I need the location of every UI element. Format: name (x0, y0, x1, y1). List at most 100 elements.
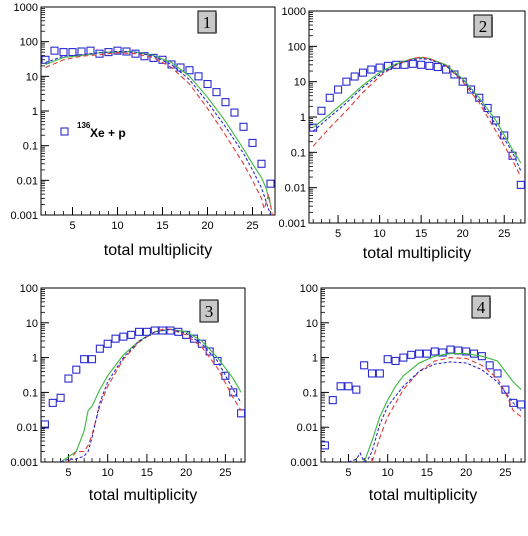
x-tick-label: 5 (335, 228, 341, 240)
model-curve-solid (312, 57, 522, 164)
data-point (415, 349, 424, 358)
model-curve-dashed (68, 328, 242, 462)
data-point (113, 46, 122, 55)
data-point (336, 382, 345, 391)
data-point (68, 48, 77, 57)
panel-number: 4 (477, 298, 486, 317)
data-layer (41, 46, 275, 215)
data-point (517, 400, 525, 409)
data-point (375, 63, 384, 72)
data-point (229, 388, 238, 397)
x-tick-label: 15 (421, 467, 433, 479)
y-tick-label: 0.01 (17, 175, 38, 187)
data-point (230, 108, 239, 117)
x-tick-label: 25 (498, 228, 510, 240)
chart-panel-4: 0.001 0.01 0.1 1 10 100 5 10 15 20 25 total multipl… (290, 283, 526, 504)
data-layer (41, 326, 245, 462)
plot-frame (320, 287, 526, 463)
x-tick-label: 20 (201, 220, 213, 232)
data-layer (321, 345, 525, 462)
y-tick-label: 100 (20, 283, 38, 295)
data-point (317, 106, 326, 115)
x-axis-title: total multiplicity (89, 487, 197, 504)
data-point (399, 353, 408, 362)
data-point (221, 98, 230, 107)
model-curve-dotted (45, 50, 272, 215)
data-point (205, 347, 214, 356)
data-point (56, 393, 65, 402)
data-point (221, 371, 230, 380)
y-tick-label: 0.001 (10, 457, 38, 469)
y-tick-label: 0.001 (290, 457, 318, 469)
y-tick-label: 1 (32, 106, 38, 118)
data-point (425, 61, 434, 70)
data-point (237, 409, 245, 418)
y-tick-label: 1 (300, 112, 306, 124)
y-tick-label: 0.1 (303, 387, 318, 399)
data-point (466, 85, 476, 94)
y-tick-label: 100 (20, 37, 38, 49)
data-point (358, 68, 368, 77)
data-point (350, 72, 359, 81)
data-point (309, 123, 318, 132)
data-point (383, 355, 392, 364)
data-point (454, 346, 463, 355)
data-point (458, 77, 467, 86)
data-point (438, 348, 447, 357)
data-layer (309, 56, 525, 189)
x-tick-label: 25 (219, 467, 231, 479)
data-point (493, 369, 502, 378)
data-point (485, 361, 494, 370)
x-axis-title: total multiplicity (369, 487, 477, 504)
model-curve-dotted (348, 361, 522, 462)
x-tick-label: 25 (246, 220, 258, 232)
model-curve-dashed (45, 52, 273, 215)
data-point (212, 88, 221, 97)
plot-frame (40, 287, 246, 463)
model-curve-solid (363, 353, 522, 462)
data-point (59, 48, 68, 57)
x-tick-label: 25 (499, 467, 511, 479)
data-point (41, 420, 49, 429)
panel-number: 3 (205, 302, 214, 321)
plot-frame (40, 6, 276, 216)
data-point (446, 345, 455, 354)
data-point (150, 326, 159, 335)
data-point (103, 339, 112, 348)
data-point (77, 47, 86, 56)
data-point (135, 327, 144, 336)
legend-marker (60, 127, 69, 136)
y-tick-label: 10 (26, 71, 38, 83)
data-point (248, 138, 257, 147)
data-point (433, 62, 442, 72)
data-point (462, 347, 471, 356)
x-tick-label: 5 (65, 467, 71, 479)
y-tick-label: 10 (294, 77, 306, 89)
y-tick-label: 0.01 (285, 183, 306, 195)
x-tick-label: 15 (141, 467, 153, 479)
x-tick-label: 20 (457, 228, 469, 240)
data-point (516, 180, 525, 189)
x-tick-label: 15 (415, 228, 427, 240)
model-curve-dotted (312, 58, 522, 172)
data-point (142, 327, 151, 336)
x-tick-label: 10 (102, 467, 114, 479)
data-point (87, 355, 97, 364)
data-point (422, 349, 431, 358)
data-point (392, 60, 401, 69)
data-point (417, 60, 426, 69)
data-point (111, 334, 120, 343)
data-point (72, 365, 81, 374)
data-point (328, 396, 337, 405)
model-curve-dotted (60, 328, 242, 462)
x-tick-label: 20 (180, 467, 192, 479)
data-point (86, 46, 95, 55)
x-tick-label: 10 (382, 467, 394, 479)
data-point (334, 85, 343, 94)
x-axis-title: total multiplicity (104, 242, 212, 259)
data-point (239, 122, 248, 131)
panel-number: 1 (203, 13, 212, 32)
chart-panel-2: 0.001 0.01 0.1 1 10 100 1000 5 10 15 20 25 total mul… (278, 6, 526, 262)
data-point (367, 65, 376, 74)
